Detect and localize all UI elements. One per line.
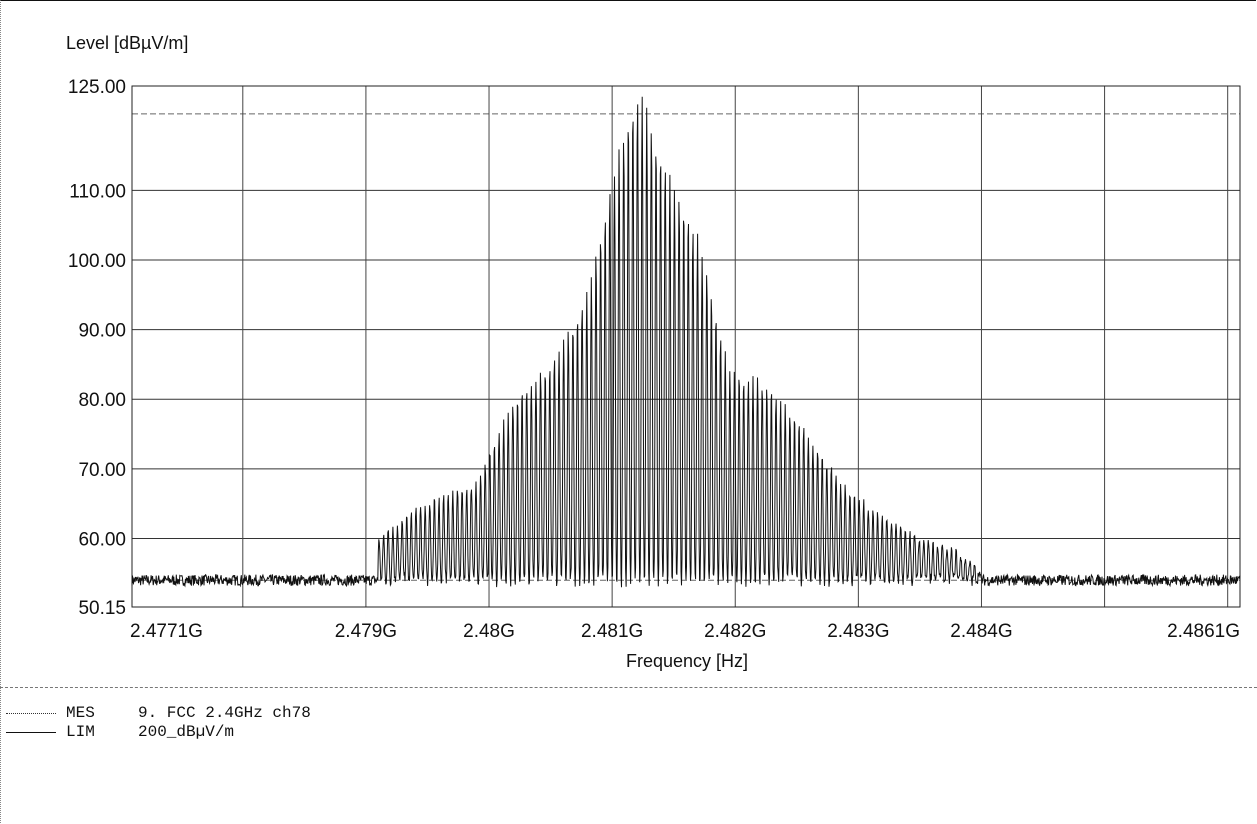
x-tick-label: 2.4861G <box>1167 621 1240 642</box>
series-mes-line <box>131 96 1241 588</box>
legend-code: MES <box>66 704 95 722</box>
x-tick-label: 2.484G <box>950 621 1012 642</box>
x-tick-label: 2.482G <box>704 621 766 642</box>
x-tick-label: 2.48G <box>463 621 515 642</box>
x-axis-label: Frequency [Hz] <box>626 651 748 671</box>
legend: MES 9. FCC 2.4GHz ch78 LIM 200_dBµV/m <box>6 704 311 742</box>
y-axis-label: Level [dBµV/m] <box>66 33 188 53</box>
legend-item-lim: LIM 200_dBµV/m <box>6 723 311 742</box>
grid <box>132 86 1240 607</box>
y-tick-label: 90.00 <box>78 321 126 342</box>
x-tick-label: 2.483G <box>827 621 889 642</box>
x-tick-label: 2.4771G <box>130 621 203 642</box>
legend-code: LIM <box>66 723 95 741</box>
legend-item-mes: MES 9. FCC 2.4GHz ch78 <box>6 704 311 723</box>
y-tick-label: 70.00 <box>78 460 126 481</box>
y-tick-labels: 125.00 110.00 100.00 90.00 80.00 70.00 60.00 50… <box>68 77 126 619</box>
x-tick-label: 2.479G <box>335 621 397 642</box>
legend-text: 200_dBµV/m <box>138 723 235 741</box>
legend-swatch-solid <box>6 732 56 733</box>
x-tick-label: 2.481G <box>581 621 643 642</box>
spectrum-chart: Level [dBµV/m] Frequency [Hz] 125.00 110.… <box>66 33 1241 671</box>
legend-separator <box>0 687 1257 688</box>
legend-swatch-dotted <box>6 713 56 714</box>
plot-area <box>131 85 1241 608</box>
y-tick-label: 110.00 <box>69 181 126 202</box>
y-tick-label: 125.00 <box>68 77 126 98</box>
y-tick-label: 100.00 <box>68 251 126 272</box>
y-tick-label: 80.00 <box>78 390 126 411</box>
y-tick-label: 50.15 <box>78 598 126 619</box>
x-tick-labels: 2.4771G 2.479G 2.48G 2.481G 2.482G 2.483G 2.48… <box>130 621 1240 642</box>
legend-text: 9. FCC 2.4GHz ch78 <box>138 704 311 722</box>
y-tick-label: 60.00 <box>78 529 126 550</box>
